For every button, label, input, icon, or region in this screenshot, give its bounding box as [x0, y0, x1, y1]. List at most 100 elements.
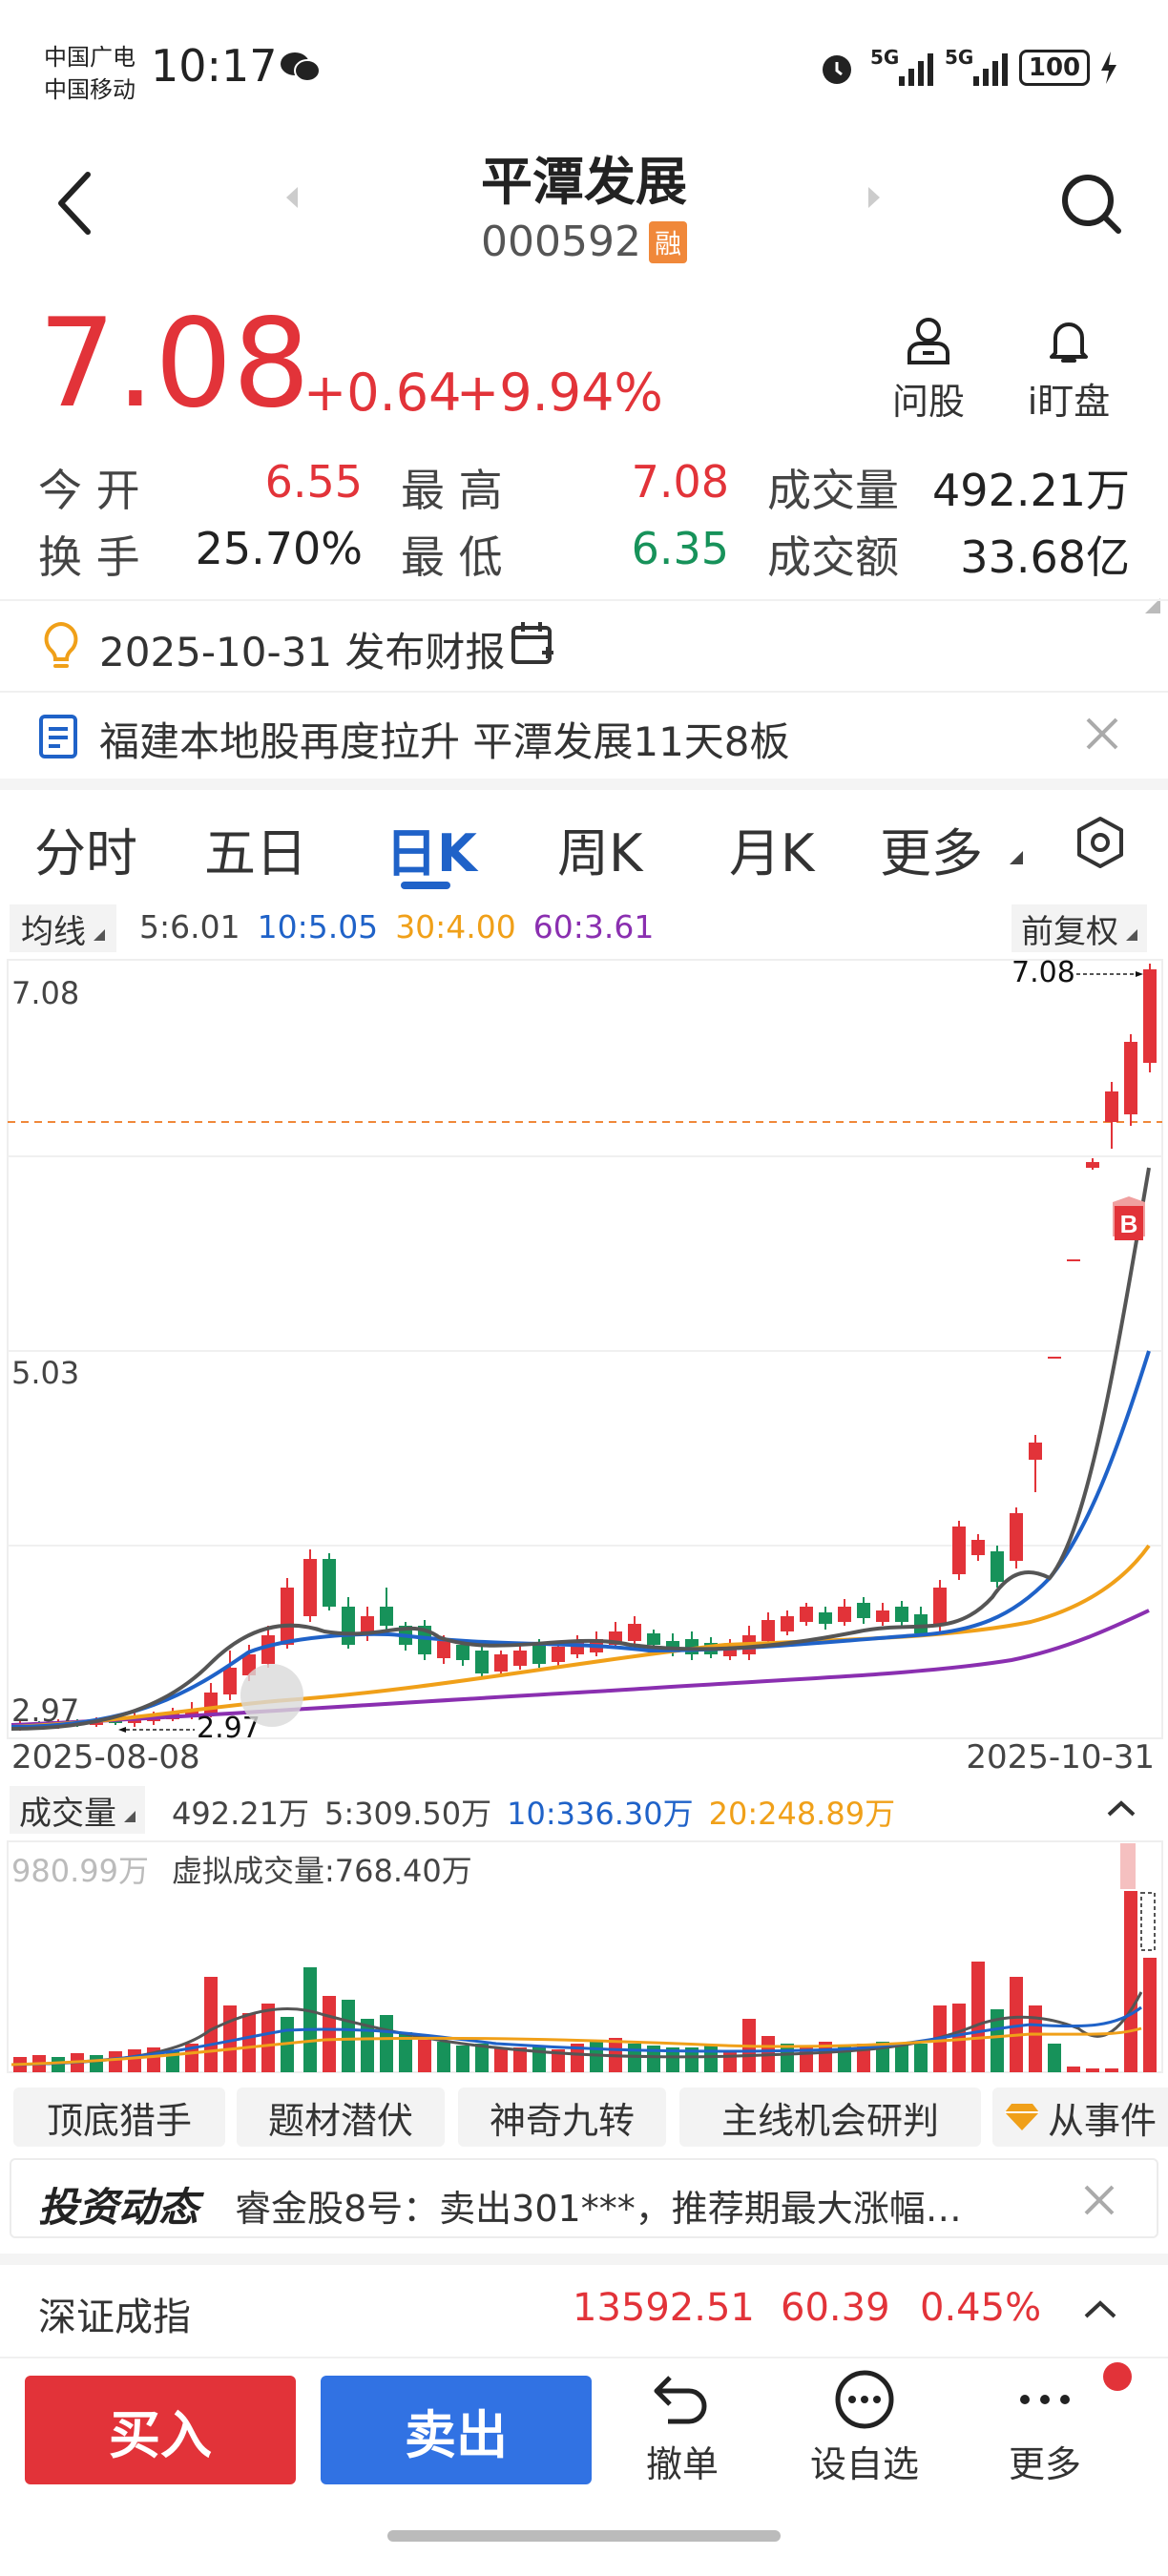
- battery-level: 100: [1028, 53, 1081, 82]
- news-text: 福建本地股再度拉升 平潭发展11天8板: [99, 718, 790, 765]
- volume-bar: [1067, 2067, 1080, 2072]
- cancel-order-label: 撤单: [645, 2443, 719, 2485]
- dropdown-corner-icon: [1126, 929, 1137, 941]
- ma60-line: [10, 1609, 1150, 1727]
- volume-bar: [991, 2009, 1004, 2072]
- collapse-chevron-icon[interactable]: [1105, 1797, 1137, 1818]
- ask-stock-button[interactable]: 问股: [876, 315, 981, 429]
- diamond-icon: [1005, 2104, 1039, 2130]
- signal-icon-2: [962, 50, 1010, 88]
- carrier-1: 中国广电: [44, 44, 136, 71]
- candle-body: [1048, 1357, 1061, 1359]
- tab-more[interactable]: 更多: [880, 823, 983, 883]
- volume-bar: [166, 2051, 179, 2072]
- tab-five-day[interactable]: 五日: [204, 823, 307, 883]
- ma5-value: 5:6.01: [139, 908, 240, 945]
- more-button[interactable]: 更多: [992, 2368, 1097, 2492]
- section-divider: [0, 779, 1168, 790]
- sell-button[interactable]: 卖出: [321, 2376, 592, 2484]
- ma-selector[interactable]: 均线: [10, 904, 116, 952]
- tab-intraday[interactable]: 分时: [34, 823, 137, 883]
- back-button[interactable]: [48, 167, 105, 239]
- adjust-selector[interactable]: 前复权: [1012, 904, 1147, 952]
- notification-dot: [1103, 2362, 1132, 2391]
- wechat-icon: [279, 50, 321, 84]
- prev-stock-arrow-icon[interactable]: [282, 183, 302, 212]
- candle-body: [456, 1645, 469, 1660]
- volume-current: 492.21万: [172, 1796, 309, 1832]
- dropdown-corner-icon: [1010, 851, 1023, 864]
- add-watchlist-label: 设自选: [809, 2443, 919, 2485]
- volume-chart[interactable]: 980.99万 虚拟成交量:768.40万: [0, 1839, 1168, 2076]
- candle-body: [914, 1614, 928, 1633]
- watermark-logo-icon: [240, 1664, 303, 1727]
- y-axis-top: 7.08: [11, 975, 80, 1011]
- tab-daily-k[interactable]: 日K: [386, 823, 477, 883]
- volume-bar: [418, 2040, 431, 2072]
- volume-bar: [323, 1996, 336, 2072]
- add-watchlist-button[interactable]: 设自选: [805, 2368, 924, 2492]
- volume-selector[interactable]: 成交量: [10, 1786, 145, 1834]
- tab-weekly-k[interactable]: 周K: [557, 823, 643, 883]
- candle-body: [761, 1620, 775, 1641]
- kline-chart[interactable]: 7.08 5.03 2.97 7.08 2.97 B: [0, 956, 1168, 1745]
- buy-signal-badge[interactable]: B: [1109, 1195, 1149, 1244]
- next-stock-arrow-icon[interactable]: [865, 183, 884, 212]
- volume-selector-label: 成交量: [19, 1794, 116, 1833]
- volume-bar: [380, 2015, 393, 2072]
- volume-ma5-line: [10, 1991, 1143, 2067]
- ask-stock-icon: [907, 318, 949, 364]
- candle-body: [1124, 1042, 1137, 1114]
- undo-icon: [654, 2376, 707, 2424]
- volume-bar: [1086, 2068, 1099, 2072]
- chip-theme-latent[interactable]: 题材潜伏: [237, 2088, 445, 2147]
- volume-bar: [1048, 2044, 1061, 2072]
- ma30-value: 30:4.00: [395, 908, 516, 945]
- high-label: 最 高: [401, 465, 503, 516]
- high-value: 7.08: [631, 456, 729, 508]
- max-marker-arrow: [1076, 971, 1143, 977]
- volume-bar: [185, 2044, 198, 2072]
- chip-from-event[interactable]: 从事件: [992, 2088, 1168, 2147]
- investment-dynamic-bar[interactable]: 投资动态 睿金股8号：卖出301***，推荐期最大涨幅…: [10, 2158, 1158, 2238]
- virtual-volume-label: 虚拟成交量:768.40万: [172, 1853, 472, 1889]
- candle-body: [838, 1607, 851, 1622]
- candle-body: [628, 1624, 641, 1641]
- close-icon[interactable]: [1080, 2181, 1118, 2219]
- more-label: 更多: [1008, 2443, 1081, 2485]
- cancel-order-button[interactable]: 撤单: [630, 2368, 735, 2492]
- tab-monthly-k[interactable]: 月K: [729, 823, 815, 883]
- chip-mainline-analysis[interactable]: 主线机会研判: [679, 2088, 981, 2147]
- sell-button-label: 卖出: [405, 2404, 508, 2465]
- calendar-add-icon[interactable]: [510, 620, 555, 670]
- expand-chevron-icon[interactable]: [1082, 2297, 1118, 2320]
- volume-bar: [1010, 1977, 1023, 2072]
- chart-settings-icon[interactable]: [1073, 815, 1128, 870]
- search-icon[interactable]: [1057, 170, 1126, 239]
- close-icon[interactable]: [1082, 714, 1122, 754]
- buy-button[interactable]: 买入: [25, 2376, 296, 2484]
- index-row[interactable]: 深证成指 13592.51 60.39 0.45%: [0, 2265, 1168, 2357]
- volume-bar: [52, 2057, 65, 2072]
- chip-top-bottom-hunter[interactable]: 顶底猎手: [13, 2088, 225, 2147]
- candle-body: [647, 1633, 660, 1645]
- report-notice[interactable]: 2025-10-31 发布财报: [0, 603, 1168, 691]
- expand-corner-icon[interactable]: [1145, 572, 1160, 613]
- watch-button[interactable]: i盯盘: [1012, 315, 1126, 429]
- amount-label: 成交额: [767, 531, 899, 583]
- volume-bar: [204, 1977, 218, 2072]
- volume-bar: [1143, 1958, 1157, 2072]
- stock-name: 平潭发展: [481, 152, 687, 212]
- candle-body: [991, 1551, 1004, 1582]
- candle-body: [819, 1612, 832, 1624]
- bell-icon: [1050, 322, 1088, 363]
- min-marker-arrow: [118, 1727, 195, 1733]
- turnover-label: 换 手: [38, 531, 140, 583]
- volume-bar: [532, 2046, 546, 2072]
- news-notice[interactable]: 福建本地股再度拉升 平潭发展11天8板: [0, 695, 1168, 779]
- stock-code-row: 000592 融: [0, 218, 1168, 266]
- dropdown-corner-icon: [94, 929, 105, 941]
- watch-label: i盯盘: [1027, 381, 1111, 423]
- volume-bar: [1105, 2068, 1118, 2072]
- chip-magic-nine[interactable]: 神奇九转: [458, 2088, 666, 2147]
